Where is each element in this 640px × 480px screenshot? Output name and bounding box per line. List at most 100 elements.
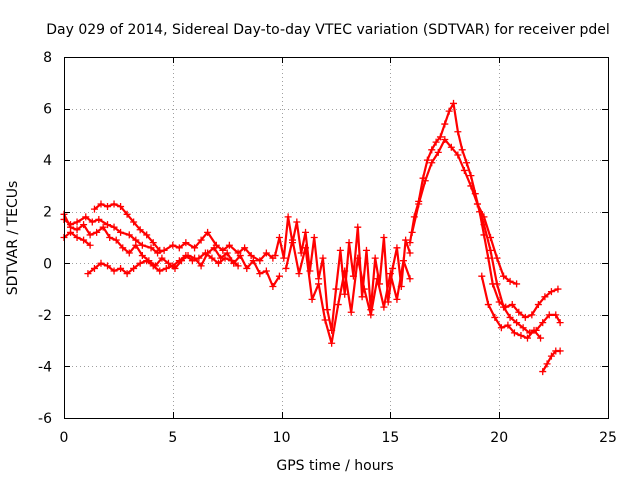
data-point <box>288 236 296 244</box>
data-point <box>282 264 290 272</box>
data-point <box>197 262 205 270</box>
data-point <box>293 218 301 226</box>
data-point <box>328 339 336 347</box>
x-tick-label: 10 <box>273 430 291 446</box>
data-point <box>436 133 444 141</box>
data-point <box>504 321 512 329</box>
data-point <box>86 241 94 249</box>
data-point <box>97 200 105 208</box>
data-point <box>513 319 521 327</box>
data-point <box>406 249 414 257</box>
data-point <box>484 301 492 309</box>
data-point <box>528 311 536 319</box>
data-point <box>393 244 401 252</box>
data-point <box>136 226 144 234</box>
data-point <box>123 210 131 218</box>
data-point <box>454 151 462 159</box>
data-point <box>271 252 279 260</box>
x-tick-label: 0 <box>60 430 69 446</box>
data-point <box>480 213 488 221</box>
data-point <box>219 246 227 254</box>
data-point <box>162 264 170 272</box>
data-point <box>130 264 138 272</box>
series-arc-10 <box>478 272 545 342</box>
series-line <box>476 202 518 285</box>
data-point <box>302 228 310 236</box>
data-point <box>130 218 138 226</box>
data-point <box>399 257 407 265</box>
data-point <box>106 234 114 241</box>
data-point <box>201 249 209 257</box>
data-point <box>415 200 423 208</box>
data-point <box>421 177 429 185</box>
series-layer <box>60 99 564 376</box>
series-arc-7 <box>282 236 414 347</box>
data-point <box>104 221 112 229</box>
data-point <box>347 308 355 316</box>
data-point <box>210 244 218 252</box>
data-point <box>454 128 462 136</box>
data-point <box>73 218 81 226</box>
data-point <box>508 301 516 309</box>
data-point <box>110 223 118 231</box>
data-point <box>143 231 151 239</box>
data-point <box>539 319 547 327</box>
data-point <box>386 270 394 278</box>
series-line <box>284 239 412 345</box>
series-line <box>480 275 542 340</box>
data-point <box>164 259 172 267</box>
data-point <box>341 267 349 275</box>
data-point <box>334 301 342 309</box>
data-point <box>86 231 94 239</box>
data-point <box>523 334 531 342</box>
data-point <box>295 270 303 278</box>
y-tick-label: -6 <box>38 411 52 427</box>
data-point <box>73 226 81 234</box>
plot-frame <box>64 57 609 419</box>
series-line <box>86 251 240 275</box>
data-point <box>408 228 416 236</box>
data-point <box>80 221 88 229</box>
data-point <box>269 282 277 290</box>
data-point <box>460 166 468 174</box>
x-axis-label: GPS time / hours <box>276 458 393 474</box>
series-line <box>62 215 274 262</box>
data-point <box>284 213 292 221</box>
data-point <box>402 236 410 244</box>
data-point <box>547 288 555 296</box>
data-point <box>345 239 353 247</box>
data-point <box>158 254 166 262</box>
data-point <box>67 228 75 236</box>
data-point <box>143 257 151 265</box>
data-point <box>249 257 257 265</box>
data-point <box>99 223 107 231</box>
data-point <box>84 270 92 278</box>
data-point <box>367 311 375 319</box>
data-point <box>500 272 508 280</box>
data-point <box>90 264 98 272</box>
data-point <box>517 331 525 339</box>
data-point <box>110 267 118 275</box>
data-point <box>156 246 164 254</box>
data-point <box>308 295 316 303</box>
data-point <box>393 295 401 303</box>
data-point <box>195 254 203 262</box>
data-point <box>182 252 190 260</box>
data-point <box>473 200 481 208</box>
data-point <box>241 244 249 252</box>
y-tick-label: 6 <box>43 102 52 118</box>
data-point <box>530 326 538 334</box>
data-point <box>175 257 183 265</box>
chart-title: Day 029 of 2014, Sidereal Day-to-day VTE… <box>46 22 610 38</box>
data-point <box>221 254 229 262</box>
data-point <box>262 249 270 257</box>
data-point <box>147 244 155 252</box>
data-point <box>486 246 494 254</box>
data-point <box>486 234 494 241</box>
axis-ticks <box>64 57 609 419</box>
data-point <box>82 213 90 221</box>
data-point <box>358 293 366 301</box>
data-point <box>534 301 542 309</box>
data-point <box>225 241 233 249</box>
series-arc-5 <box>90 200 164 254</box>
